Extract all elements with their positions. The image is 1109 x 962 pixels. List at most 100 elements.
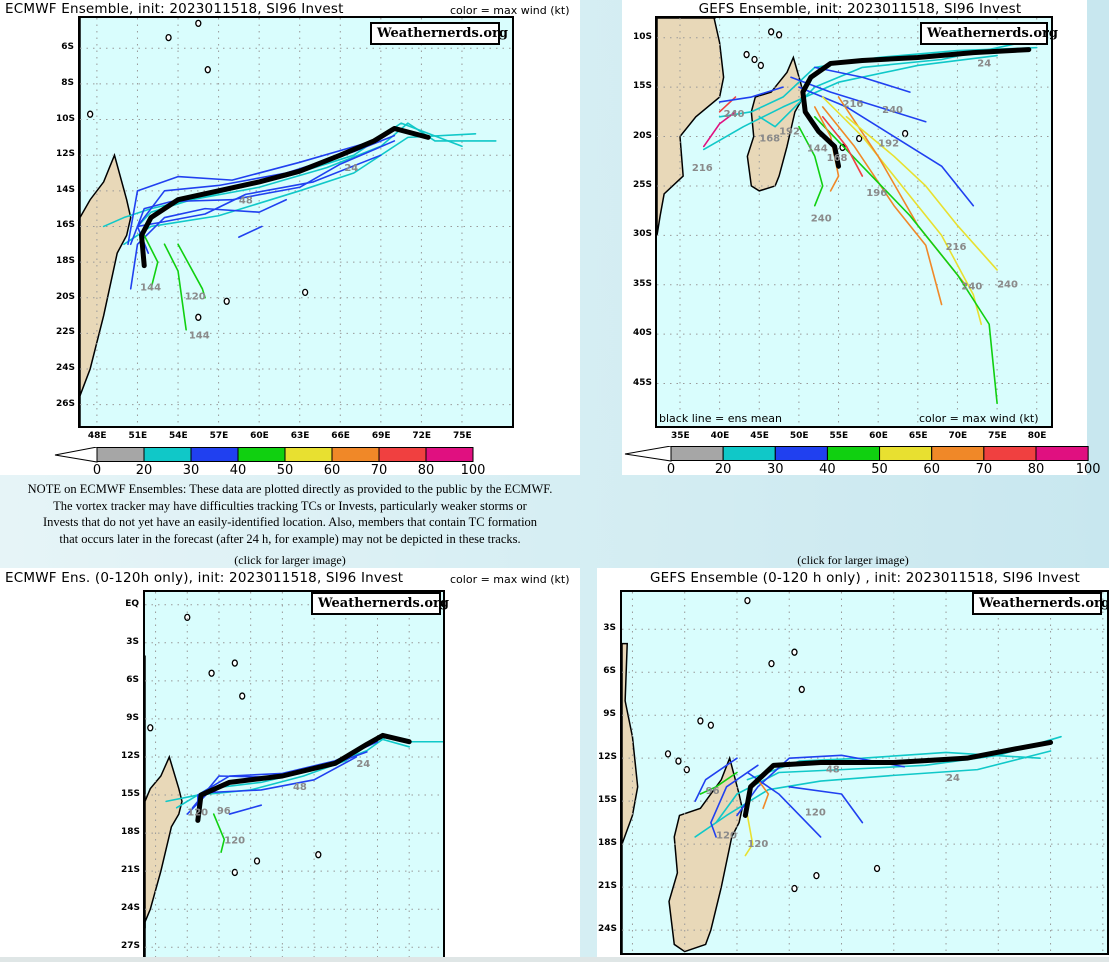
forecast-hour-label: 192 xyxy=(878,138,899,149)
colorbar-label: 50 xyxy=(871,462,888,477)
forecast-hour-label: 240 xyxy=(961,282,982,293)
colorbar-segment xyxy=(983,446,1037,461)
madagascar-landmass xyxy=(668,755,743,953)
x-tick-label: 70E xyxy=(948,431,968,441)
island xyxy=(775,31,783,39)
forecast-hour-label: 168 xyxy=(827,153,848,164)
x-tick-label: 50E xyxy=(789,431,809,441)
forecast-hour-label: 144 xyxy=(807,143,828,154)
y-tick-label: 12S xyxy=(598,752,618,763)
island xyxy=(743,50,750,59)
map-frame: 24 216 240 192 168 144 196 240 216 240 240 240 216 16… xyxy=(655,16,1053,428)
madagascar-landmass xyxy=(746,55,804,192)
island xyxy=(697,717,704,725)
y-tick-label: 12S xyxy=(56,149,76,160)
ensemble-member-track xyxy=(718,86,784,103)
y-tick-label: 15S xyxy=(598,795,618,806)
colorbar-label: 20 xyxy=(135,463,153,478)
forecast-hour-label: 168 xyxy=(759,133,780,144)
forecast-hour-label: 216 xyxy=(946,242,967,253)
y-tick-label: 6S xyxy=(61,42,74,53)
island xyxy=(791,648,798,656)
click-larger-link-right[interactable]: (click for larger image) xyxy=(797,553,909,567)
island xyxy=(165,33,172,42)
ensemble-member-track xyxy=(129,198,287,290)
forecast-hour-label: 240 xyxy=(724,109,745,120)
forecast-hour-label: 120 xyxy=(185,292,206,303)
island xyxy=(744,596,751,605)
y-tick-label: 27S xyxy=(121,941,141,952)
y-tick-label: 14S xyxy=(56,184,76,195)
island xyxy=(757,61,765,70)
island xyxy=(86,110,94,118)
ensemble-member-track xyxy=(710,764,759,838)
colorbar-label: 0 xyxy=(666,462,676,477)
forecast-hour-label: 48 xyxy=(826,765,840,776)
y-tick-label: 18S xyxy=(598,838,618,849)
note-line: NOTE on ECMWF Ensembles: These data are … xyxy=(27,482,553,496)
y-tick-label: 35S xyxy=(633,278,653,289)
x-tick-label: 66E xyxy=(331,431,350,441)
y-tick-label: 18S xyxy=(56,256,76,267)
island xyxy=(873,864,881,873)
x-tick-label: 75E xyxy=(988,431,1007,441)
y-tick-label: 25S xyxy=(633,179,653,190)
click-larger-link-left[interactable]: (click for larger image) xyxy=(234,553,346,567)
ensemble-member-track xyxy=(143,234,159,290)
note-line: The vortex tracker may have difficulties… xyxy=(53,498,527,513)
colorbar-label: 20 xyxy=(714,462,732,477)
ensemble-member-track xyxy=(238,225,263,238)
note-line: Invests that do not yet have an easily-i… xyxy=(42,515,538,529)
ensemble-member-track xyxy=(694,757,738,802)
colorbar-label: 40 xyxy=(819,462,836,477)
island xyxy=(253,857,261,865)
ensemble-mean-track xyxy=(195,732,412,823)
ensemble-member-track xyxy=(702,111,737,148)
colorbar-label: 80 xyxy=(417,463,435,478)
ens-mean-note: black line = ens mean xyxy=(659,412,782,425)
weathernerds-watermark: Weathernerds.org xyxy=(920,22,1058,45)
color-legend-note: color = max wind (kt) xyxy=(450,4,570,17)
x-tick-label: 80E xyxy=(1027,431,1047,441)
island xyxy=(798,685,805,694)
ensemble-member-track xyxy=(127,141,369,246)
colorbar-arrows xyxy=(54,447,474,463)
y-tick-label: 10S xyxy=(633,31,653,42)
forecast-hour-label: 120 xyxy=(224,835,245,846)
ensemble-member-track xyxy=(813,115,998,405)
forecast-hour-label: 120 xyxy=(716,830,737,841)
y-tick-label: 21S xyxy=(121,865,141,876)
colorbar-segment xyxy=(425,447,474,462)
africa-coastline xyxy=(657,18,725,236)
y-tick-label: 8S xyxy=(61,77,74,88)
africa-coastline xyxy=(622,642,639,953)
x-tick-label: 60E xyxy=(869,431,888,441)
ensemble-member-track xyxy=(746,771,822,838)
panel-title: GEFS Ensemble (0-120 h only) , init: 202… xyxy=(649,570,1081,586)
x-tick-label: 40E xyxy=(710,431,730,441)
y-tick-label: 15S xyxy=(121,789,141,800)
panel-title: ECMWF Ensemble, init: 2023011518, SI96 I… xyxy=(5,1,344,17)
colorbar-low-arrow xyxy=(624,446,672,462)
x-tick-label: 72E xyxy=(412,431,432,441)
forecast-hour-label: 96 xyxy=(217,806,231,817)
panel-title: ECMWF Ens. (0-120h only), init: 20230115… xyxy=(5,570,404,586)
x-tick-label: 48E xyxy=(87,431,107,441)
ensemble-member-track xyxy=(821,106,943,306)
forecast-hour-label: 192 xyxy=(779,127,800,138)
forecast-hour-label: 48 xyxy=(293,782,307,793)
island xyxy=(791,884,798,893)
island xyxy=(315,851,322,859)
island xyxy=(223,297,230,305)
ensemble-member-track xyxy=(757,778,770,810)
colorbar-label: 70 xyxy=(975,462,993,477)
map-frame: 24 48 144 120 144 xyxy=(78,16,514,428)
island xyxy=(195,313,202,321)
island xyxy=(683,765,690,774)
y-tick-label: 10S xyxy=(56,113,76,124)
forecast-hour-label: 240 xyxy=(811,214,832,225)
colorbar-label: 70 xyxy=(370,463,388,478)
colorbar-label: 50 xyxy=(276,463,294,478)
y-tick-label: 40S xyxy=(633,328,653,339)
bottom-strip xyxy=(0,957,1109,962)
